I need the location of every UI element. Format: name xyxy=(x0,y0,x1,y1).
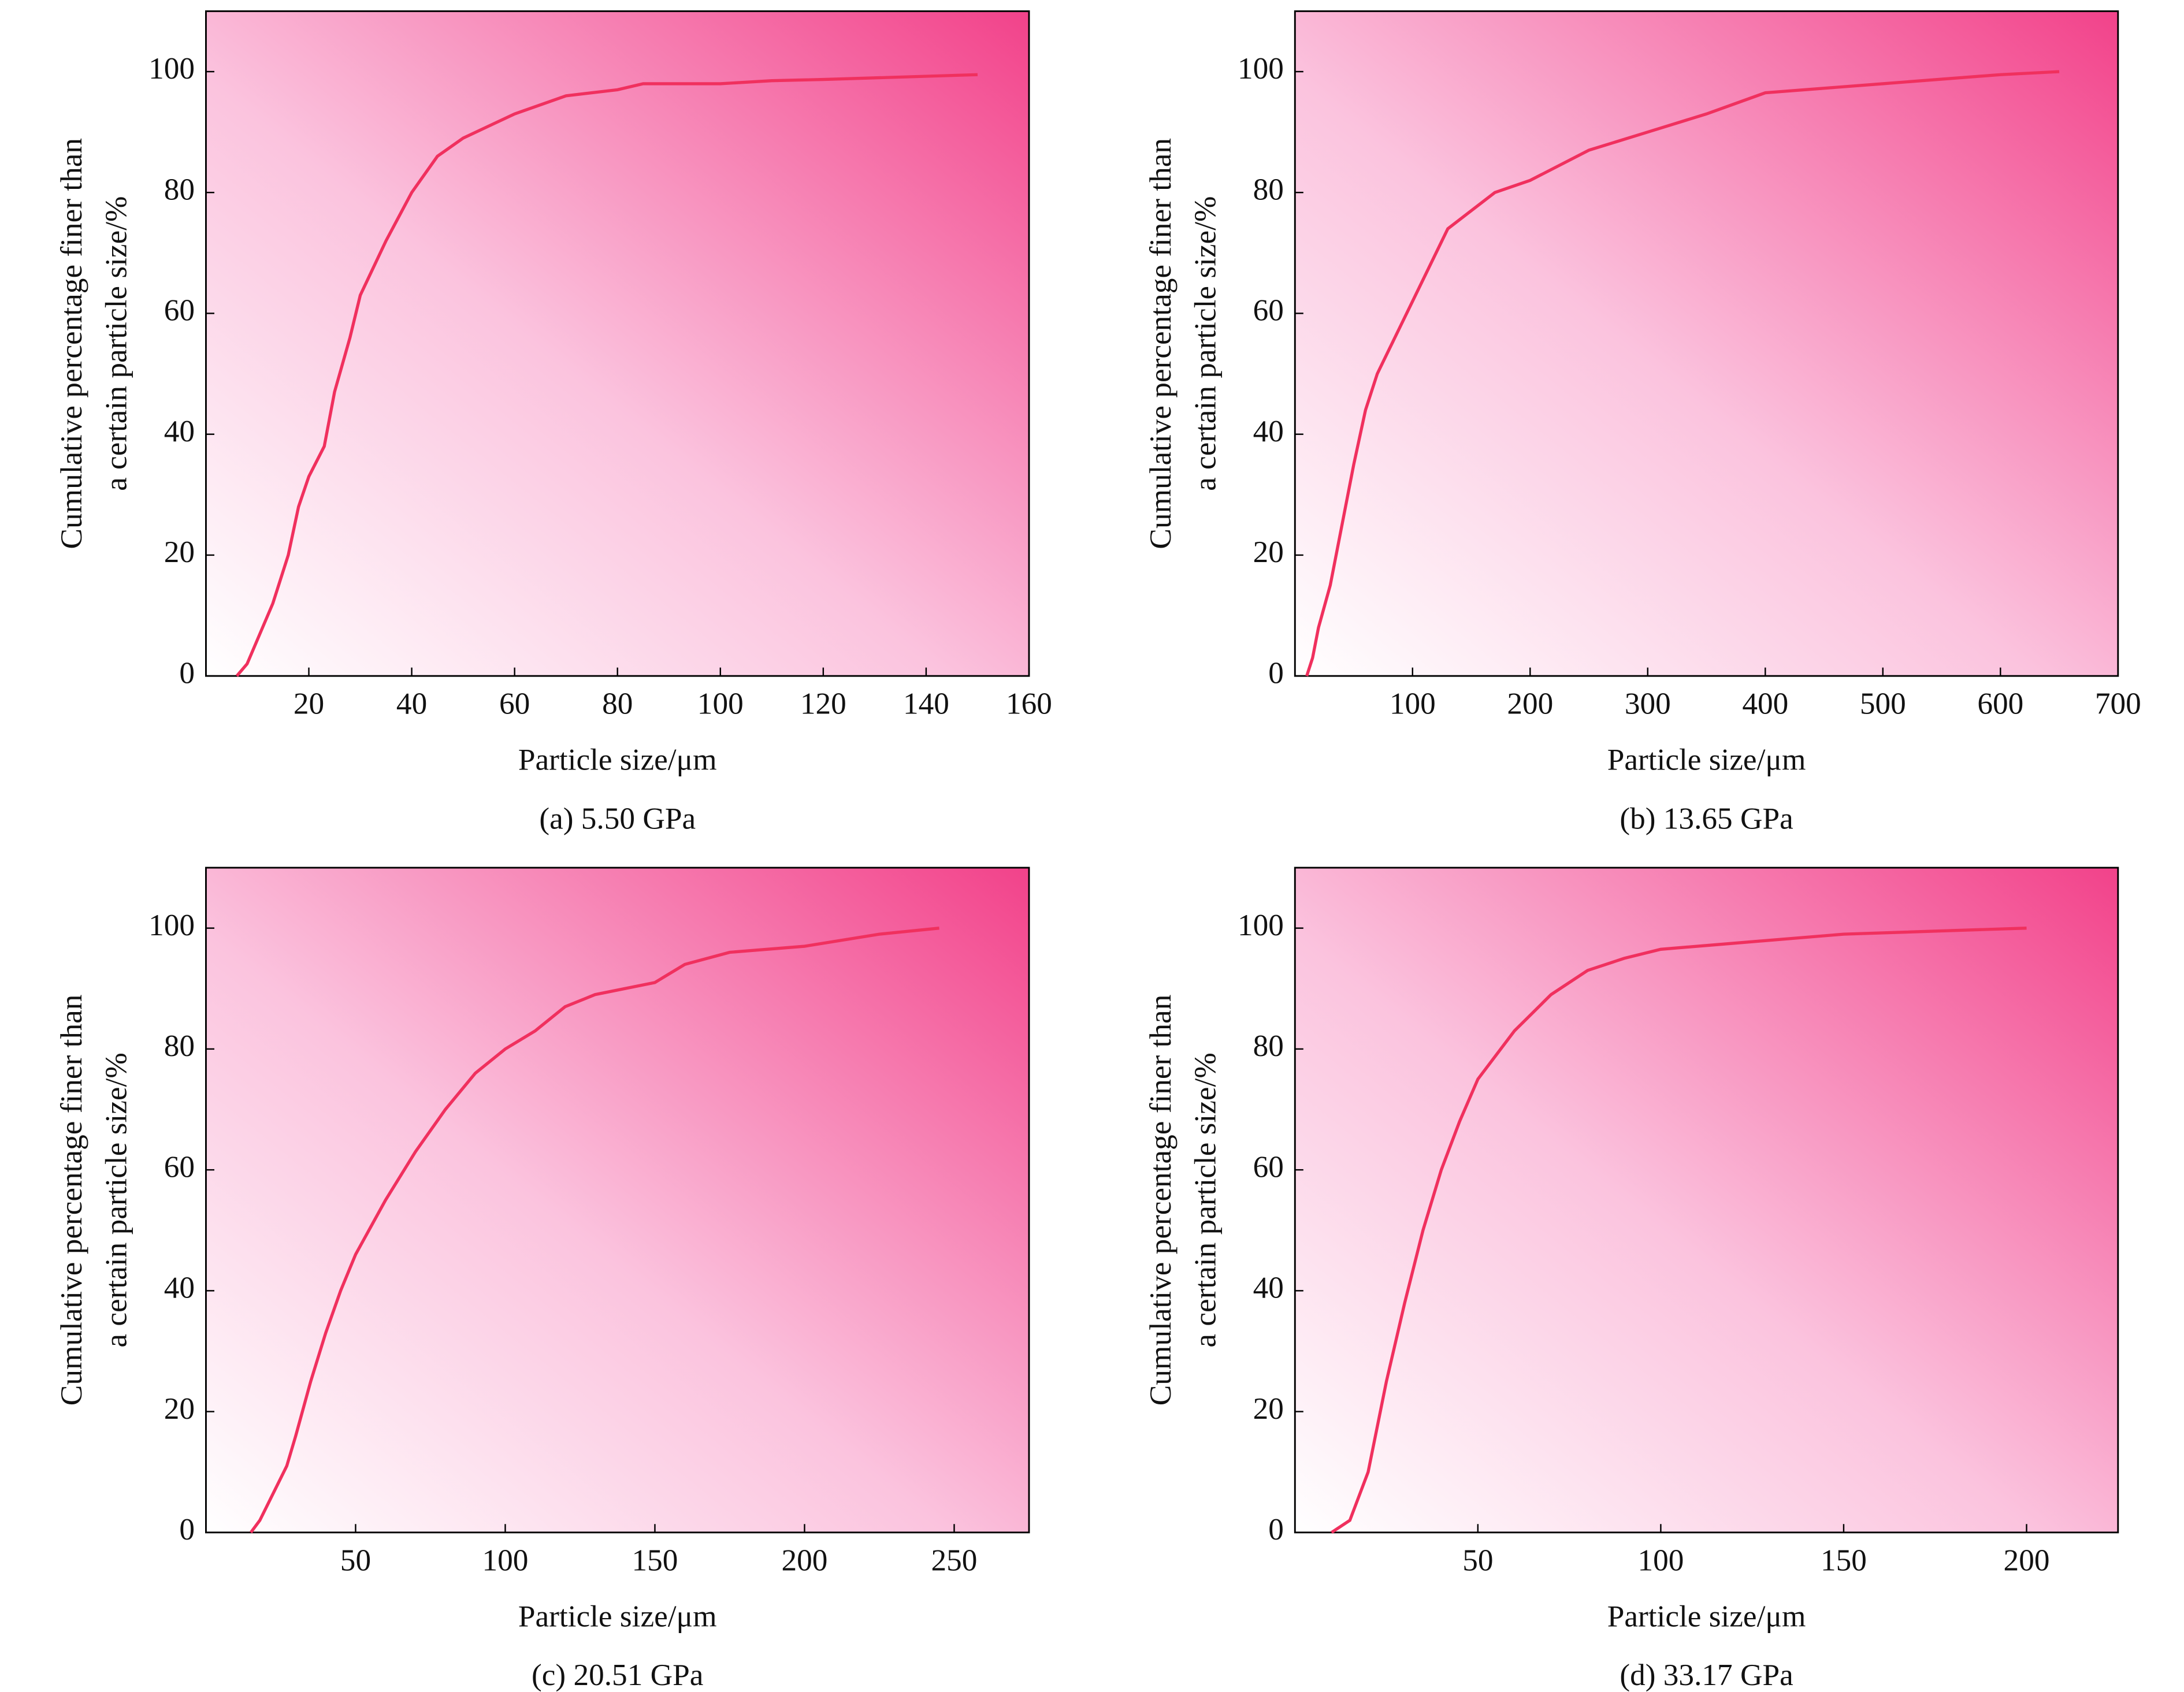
x-tick-label: 140 xyxy=(903,687,949,721)
y-tick-label: 100 xyxy=(1238,908,1284,942)
y-tick-label: 40 xyxy=(164,1271,195,1305)
data-line xyxy=(235,73,978,677)
x-tick-label: 300 xyxy=(1625,687,1671,721)
plot-background xyxy=(205,867,1030,1534)
y-tick-label: 60 xyxy=(1253,1150,1284,1184)
plot-background xyxy=(1294,10,2119,677)
y-tick-label: 0 xyxy=(1268,1512,1284,1546)
y-tick-label: 40 xyxy=(164,414,195,448)
y-tick-label: 80 xyxy=(1253,1029,1284,1063)
x-tick-label: 200 xyxy=(1507,687,1553,721)
data-line xyxy=(1331,927,2027,1534)
x-tick-label: 20 xyxy=(294,687,324,721)
y-tick-label: 80 xyxy=(164,172,195,206)
x-tick-label: 200 xyxy=(2004,1543,2050,1577)
y-tick-label: 40 xyxy=(1253,1271,1284,1305)
x-tick-label: 50 xyxy=(1462,1543,1493,1577)
x-tick-label: 150 xyxy=(1821,1543,1867,1577)
y-tick-label: 20 xyxy=(1253,535,1284,569)
caption: (d) 33.17 GPa xyxy=(1620,1658,1793,1692)
plot-background xyxy=(1294,867,2119,1534)
y-tick-label: 100 xyxy=(148,51,195,85)
x-tick-label: 120 xyxy=(800,687,846,721)
y-tick-label: 40 xyxy=(1253,414,1284,448)
x-tick-label: 200 xyxy=(782,1543,828,1577)
x-tick-label: 160 xyxy=(1006,687,1052,721)
y-axis-label: Cumulative percentage finer than xyxy=(1143,995,1178,1406)
x-axis-label: Particle size/μm xyxy=(1607,1599,1806,1633)
x-tick-label: 50 xyxy=(340,1543,371,1577)
y-tick-label: 0 xyxy=(179,1512,195,1546)
x-tick-label: 600 xyxy=(1977,687,2023,721)
x-tick-label: 100 xyxy=(1390,687,1436,721)
x-axis-label: Particle size/μm xyxy=(1607,743,1806,777)
y-axis-label: a certain particle size/% xyxy=(1188,1053,1222,1347)
x-tick-label: 80 xyxy=(602,687,633,721)
y-tick-label: 60 xyxy=(164,293,195,328)
caption: (b) 13.65 GPa xyxy=(1620,801,1793,835)
x-axis-label: Particle size/μm xyxy=(518,743,717,777)
y-tick-label: 60 xyxy=(1253,293,1284,328)
y-tick-label: 100 xyxy=(148,908,195,942)
y-tick-label: 20 xyxy=(164,1392,195,1426)
data-line xyxy=(250,927,939,1534)
y-tick-label: 0 xyxy=(179,656,195,690)
x-tick-label: 150 xyxy=(632,1543,678,1577)
x-tick-label: 100 xyxy=(697,687,744,721)
data-line xyxy=(1305,70,2060,676)
y-axis-label: Cumulative percentage finer than xyxy=(54,995,88,1406)
y-tick-label: 20 xyxy=(1253,1392,1284,1426)
x-tick-label: 60 xyxy=(499,687,530,721)
x-axis-label: Particle size/μm xyxy=(518,1599,717,1633)
x-tick-label: 100 xyxy=(1637,1543,1684,1577)
x-tick-label: 40 xyxy=(396,687,427,721)
x-tick-label: 700 xyxy=(2095,687,2141,721)
x-tick-label: 250 xyxy=(931,1543,978,1577)
plot-background xyxy=(205,10,1030,677)
y-tick-label: 60 xyxy=(164,1150,195,1184)
y-axis-label: a certain particle size/% xyxy=(99,196,133,491)
caption: (c) 20.51 GPa xyxy=(532,1658,703,1692)
y-tick-label: 100 xyxy=(1238,51,1284,85)
y-axis-label: Cumulative percentage finer than xyxy=(54,138,88,549)
x-tick-label: 100 xyxy=(482,1543,529,1577)
y-tick-label: 80 xyxy=(164,1029,195,1063)
y-tick-label: 20 xyxy=(164,535,195,569)
x-tick-label: 500 xyxy=(1860,687,1906,721)
y-tick-label: 0 xyxy=(1268,656,1284,690)
caption: (a) 5.50 GPa xyxy=(539,801,696,835)
y-axis-label: a certain particle size/% xyxy=(99,1053,133,1347)
x-tick-label: 400 xyxy=(1742,687,1788,721)
y-axis-label: Cumulative percentage finer than xyxy=(1143,138,1178,549)
y-tick-label: 80 xyxy=(1253,172,1284,206)
y-axis-label: a certain particle size/% xyxy=(1188,196,1222,491)
